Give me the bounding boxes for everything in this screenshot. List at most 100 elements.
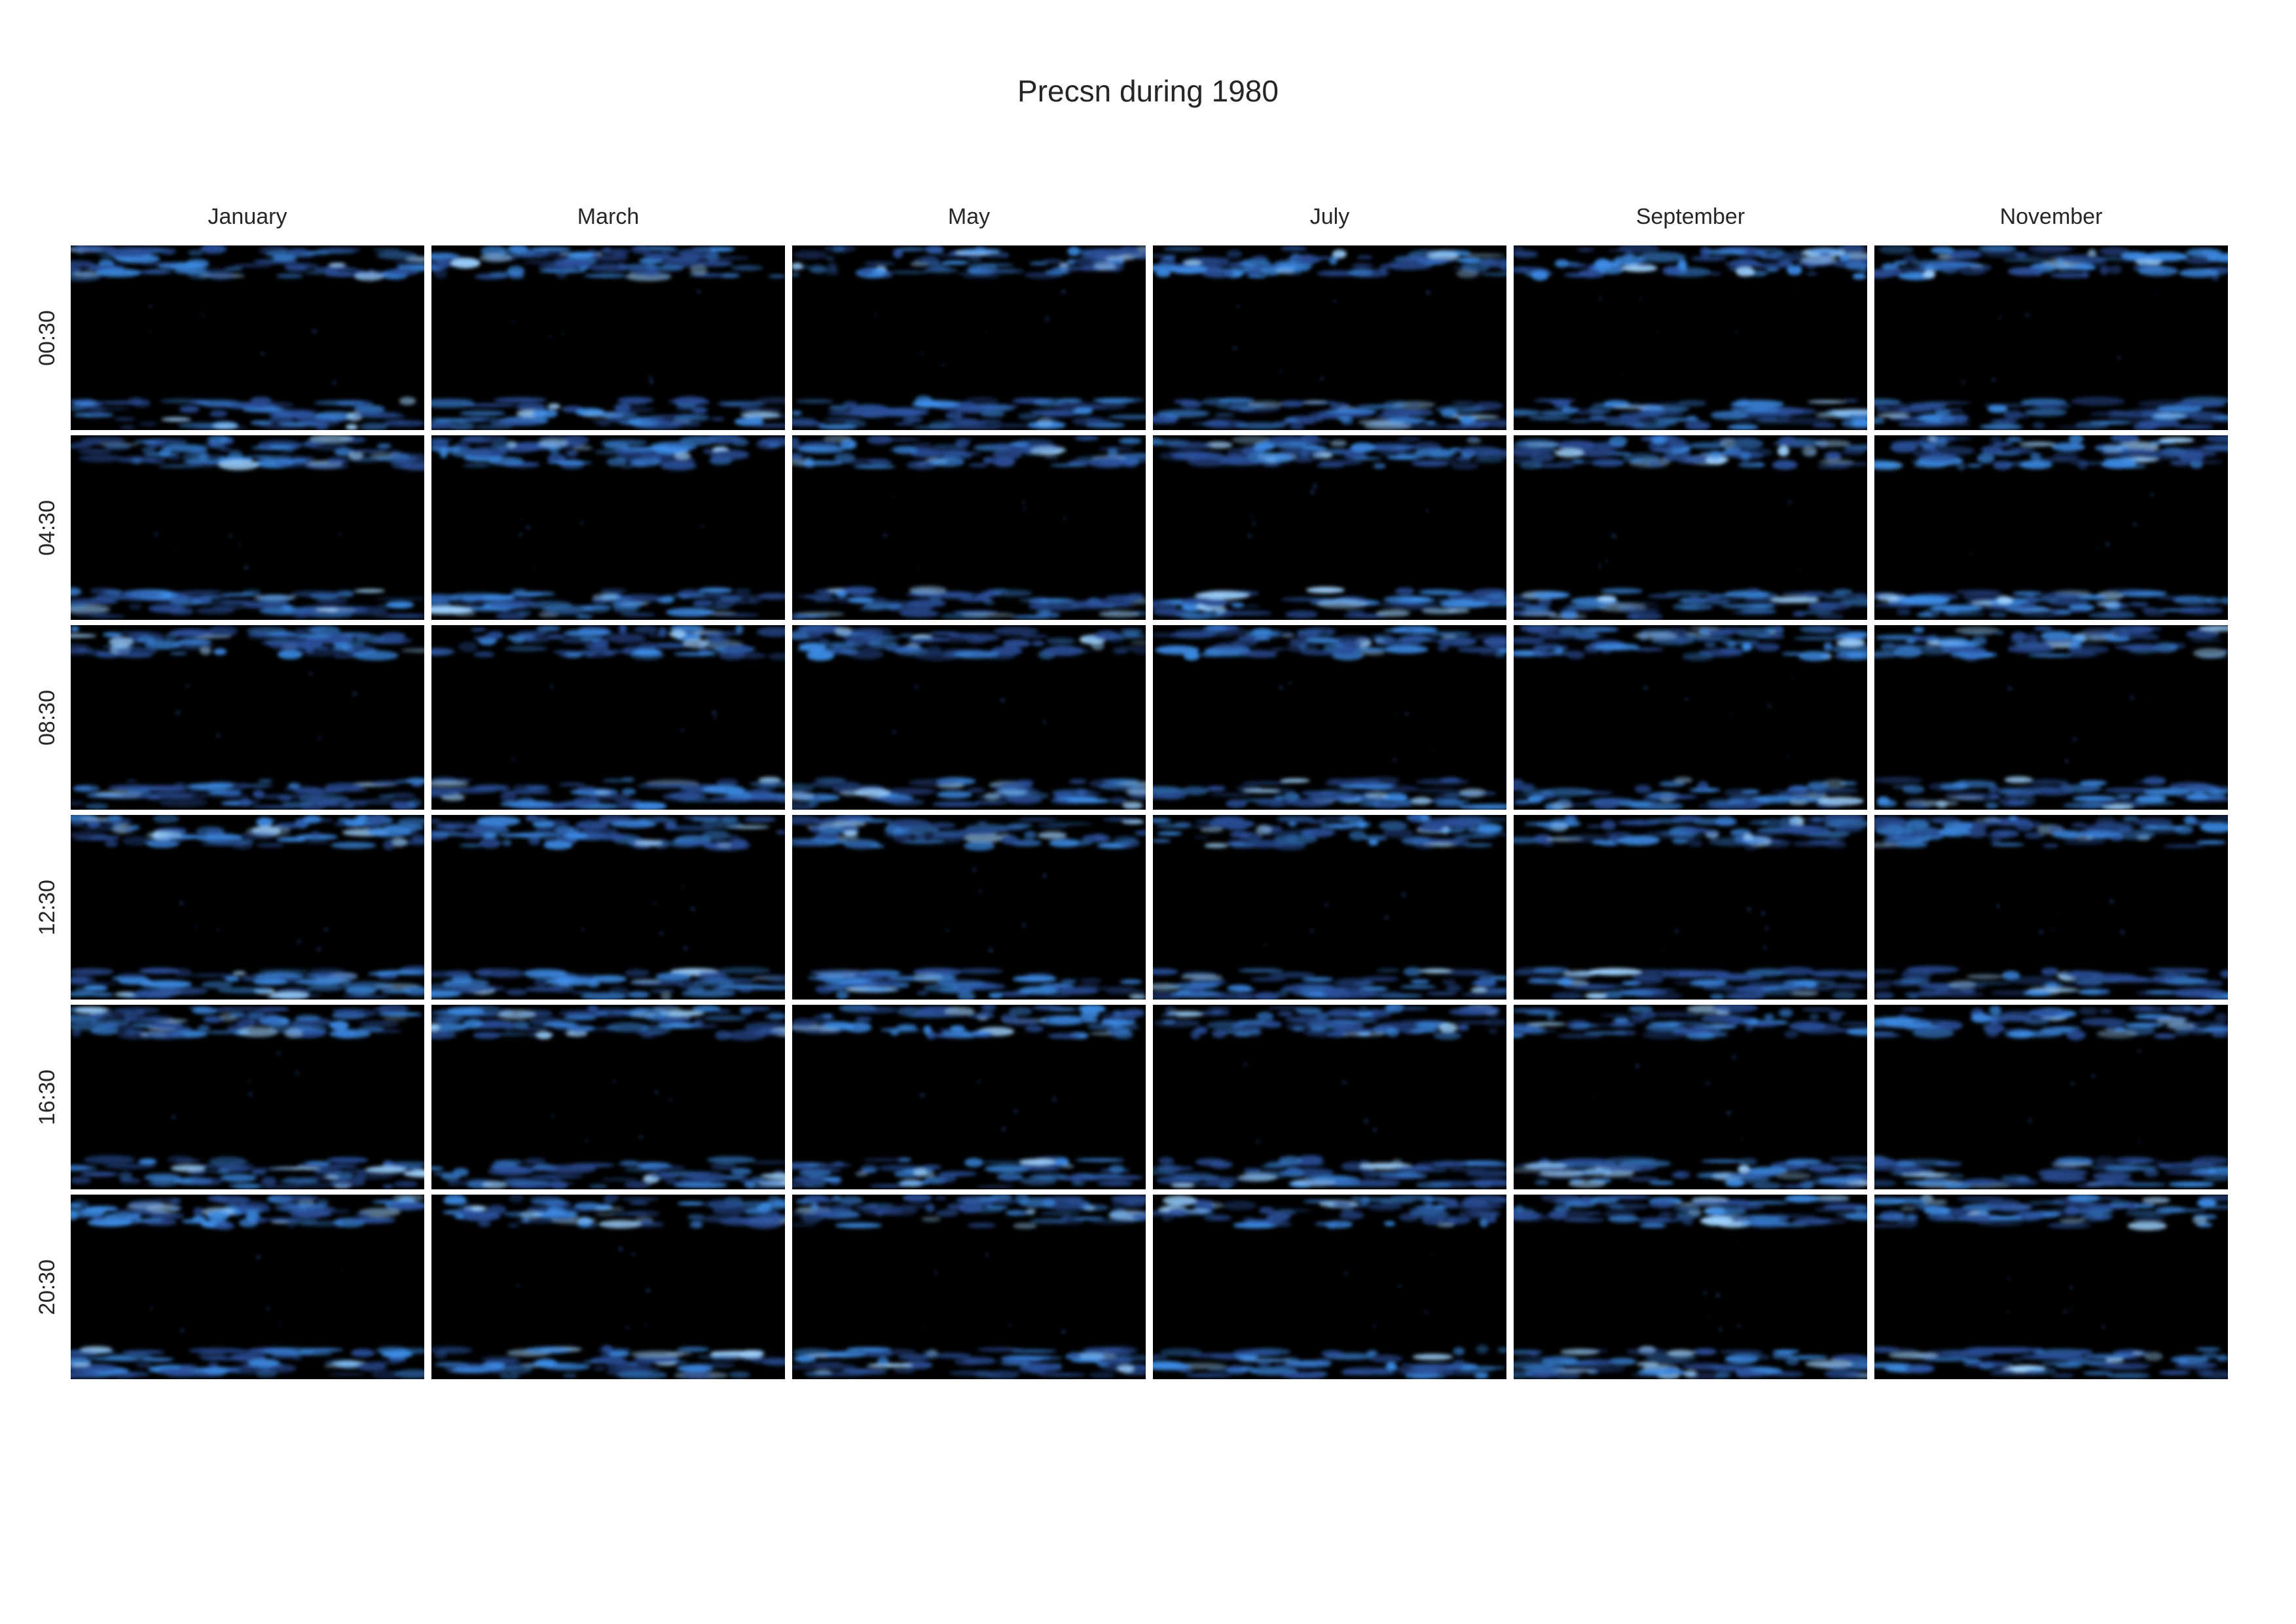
precip-feature [1473, 457, 1504, 463]
precip-feature [869, 1184, 907, 1188]
precip-feature [1400, 985, 1437, 988]
precip-speck [957, 1081, 959, 1083]
precip-feature [1730, 258, 1758, 267]
precip-feature [2096, 1029, 2138, 1039]
precip-feature [1576, 248, 1595, 251]
precip-feature [162, 444, 208, 452]
precip-feature [2099, 265, 2109, 275]
precip-speck [1704, 1291, 1707, 1295]
precip-feature [201, 981, 233, 988]
precip-feature [1463, 843, 1493, 847]
precip-feature [2118, 603, 2129, 608]
precip-feature [2040, 638, 2076, 644]
precip-feature [1443, 793, 1477, 797]
precip-feature [1813, 590, 1826, 599]
precip-feature [2153, 413, 2186, 418]
precip-feature [515, 631, 549, 636]
precip-feature [84, 803, 109, 810]
precip-feature [2039, 1172, 2064, 1179]
precip-feature [1020, 634, 1049, 638]
precip-feature [634, 839, 663, 846]
precip-feature [2003, 413, 2030, 418]
precip-feature [1514, 971, 1536, 975]
precip-speck [261, 352, 264, 356]
precip-feature [81, 437, 126, 444]
precip-feature [1036, 610, 1052, 615]
precip-feature [592, 593, 619, 600]
precip-feature [1057, 398, 1083, 403]
precip-speck [1256, 1140, 1260, 1143]
precip-feature [2138, 1165, 2157, 1172]
precip-feature [91, 1216, 109, 1220]
precip-feature [340, 1175, 394, 1180]
precip-feature [1470, 988, 1487, 992]
precip-feature [699, 1215, 740, 1223]
precip-feature [1621, 264, 1658, 272]
precip-feature [2003, 258, 2049, 262]
precip-feature [314, 411, 357, 420]
precip-feature [261, 1176, 277, 1185]
precip-feature [1720, 439, 1736, 448]
precip-speck [1364, 1119, 1368, 1123]
precip-feature [1742, 1354, 1763, 1358]
precip-feature [1753, 992, 1798, 996]
precip-feature [793, 250, 828, 260]
precip-feature [300, 646, 344, 657]
precip-feature [674, 651, 718, 657]
precip-feature [71, 820, 85, 827]
precip-feature [1742, 839, 1766, 843]
precip-feature [862, 980, 903, 988]
precip-feature [574, 1031, 586, 1035]
precip-feature [1235, 422, 1286, 429]
row-label: 12:30 [35, 879, 60, 935]
precip-feature [1429, 449, 1452, 460]
precip-feature [768, 1195, 780, 1204]
precip-feature [2107, 413, 2151, 420]
precip-feature [247, 1358, 280, 1367]
precip-feature [1514, 443, 1529, 449]
precip-feature [964, 1360, 1000, 1363]
precip-feature [2030, 1009, 2068, 1016]
precip-feature [1117, 246, 1141, 255]
precip-feature [1243, 788, 1280, 793]
precip-feature [1194, 591, 1250, 600]
precip-feature [473, 1032, 501, 1039]
precip-feature [855, 1171, 868, 1176]
precip-feature [1451, 401, 1475, 405]
precip-feature [431, 983, 452, 989]
precip-feature [595, 790, 610, 795]
precip-feature [1161, 1214, 1174, 1221]
precip-feature [1425, 636, 1438, 643]
precip-feature [998, 790, 1029, 795]
precip-feature [1755, 247, 1785, 258]
precip-speck [934, 1271, 938, 1274]
precip-feature [1682, 652, 1714, 661]
precip-speck [2069, 1307, 2072, 1310]
precip-feature [2056, 425, 2110, 429]
precip-speck [1325, 903, 1328, 907]
precip-feature [450, 1362, 494, 1369]
precip-feature [1060, 979, 1077, 983]
precip-feature [504, 1022, 514, 1032]
precip-feature [1377, 638, 1412, 647]
precip-feature [1709, 837, 1755, 846]
precip-feature [452, 1168, 469, 1177]
precip-feature [1478, 792, 1497, 795]
precip-feature [589, 644, 610, 651]
precip-feature [1935, 1027, 1946, 1032]
precip-feature [458, 1204, 473, 1213]
precip-feature [232, 264, 274, 268]
precip-feature [2132, 423, 2159, 430]
precip-feature [251, 805, 302, 809]
precip-feature [1066, 259, 1076, 264]
precip-feature [434, 448, 460, 454]
precip-feature [295, 1015, 321, 1021]
precip-feature [1105, 988, 1146, 995]
precip-feature [1053, 1218, 1084, 1225]
precip-feature [431, 1166, 444, 1170]
precip-feature [993, 626, 1038, 636]
precip-feature [386, 601, 414, 609]
precip-feature [268, 416, 294, 422]
precip-feature [1751, 1182, 1782, 1189]
precip-feature [1337, 635, 1371, 642]
